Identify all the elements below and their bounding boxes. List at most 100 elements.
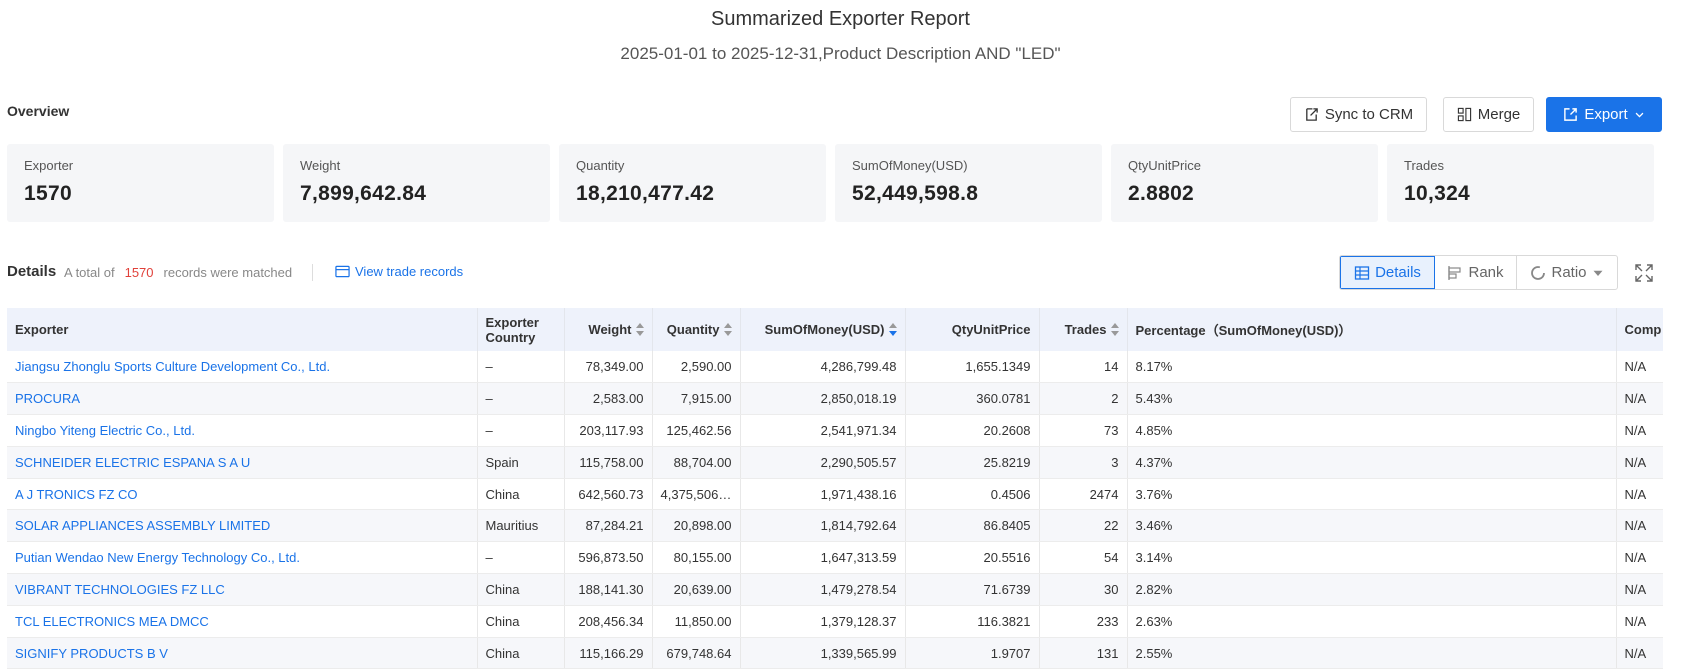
cell-country: China [477,573,565,606]
cell-country: China [477,478,565,511]
cell-country: China [477,637,565,670]
cell-weight: 596,873.50 [564,541,653,575]
sort-icon[interactable] [723,323,732,337]
col-sumofmoney[interactable]: SumOfMoney(USD) [740,308,906,351]
cell-weight: 115,758.00 [564,446,653,479]
cell-exporter[interactable]: SCHNEIDER ELECTRIC ESPANA S A U [7,446,478,479]
cell-exporter[interactable]: SOLAR APPLIANCES ASSEMBLY LIMITED [7,509,478,543]
cell-comp: N/A [1616,573,1663,606]
view-mode-toggle: Details Rank Ratio [1339,255,1618,290]
merge-button[interactable]: Merge [1443,97,1534,132]
cell-country: – [477,382,565,416]
table-header-row: Exporter Exporter Country Weight Quantit… [7,308,1663,351]
cell-percentage: 3.76% [1127,478,1617,511]
card-sumofmoney: SumOfMoney(USD) 52,449,598.8 [835,144,1102,222]
col-quantity[interactable]: Quantity [652,308,741,351]
tab-details-label: Details [1375,264,1421,281]
col-weight[interactable]: Weight [564,308,653,351]
cell-qtyunitprice: 20.2608 [905,414,1040,447]
cell-exporter[interactable]: Putian Wendao New Energy Technology Co.,… [7,541,478,575]
cell-qtyunitprice: 1,655.1349 [905,351,1040,384]
col-weight-label: Weight [588,321,632,337]
cell-exporter[interactable]: Jiangsu Zhonglu Sports Culture Developme… [7,351,478,384]
cell-trades: 73 [1039,414,1128,447]
cell-country: Spain [477,446,565,479]
cell-sumofmoney: 1,379,128.37 [740,605,906,638]
cell-percentage: 2.63% [1127,605,1617,638]
sort-desc-icon[interactable] [888,323,897,337]
card-quantity: Quantity 18,210,477.42 [559,144,826,222]
table-row[interactable]: VIBRANT TECHNOLOGIES FZ LLC China 188,141.… [7,573,1663,606]
cell-exporter[interactable]: A J TRONICS FZ CO [7,478,478,511]
table-row[interactable]: Jiangsu Zhonglu Sports Culture Developme… [7,351,1663,384]
tab-details[interactable]: Details [1340,256,1435,289]
table-row[interactable]: Putian Wendao New Energy Technology Co.,… [7,541,1663,575]
card-value: 10,324 [1404,182,1471,205]
cell-qtyunitprice: 116.3821 [905,605,1040,638]
col-exporter[interactable]: Exporter [7,308,478,351]
ratio-icon [1531,265,1546,280]
cell-trades: 2474 [1039,478,1128,511]
card-exporter: Exporter 1570 [7,144,274,222]
cell-country: Mauritius [477,509,565,543]
col-percentage[interactable]: Percentage（SumOfMoney(USD)） [1127,308,1617,351]
card-icon [335,265,350,278]
table-row[interactable]: A J TRONICS FZ CO China 642,560.73 4,375,50… [7,478,1663,511]
export-button[interactable]: Export [1546,97,1662,132]
cell-sumofmoney: 1,971,438.16 [740,478,906,511]
sort-icon[interactable] [1110,323,1119,337]
cell-quantity: 7,915.00 [652,382,741,416]
cell-sumofmoney: 1,339,565.99 [740,637,906,670]
col-comp[interactable]: Comp [1616,308,1663,351]
col-exporter-country[interactable]: Exporter Country [477,308,565,351]
col-qtyunitprice[interactable]: QtyUnitPrice [905,308,1040,351]
cell-percentage: 5.43% [1127,382,1617,416]
cell-percentage: 3.14% [1127,541,1617,575]
info-prefix: A total of [64,265,115,280]
card-value: 18,210,477.42 [576,182,715,205]
table-row[interactable]: SOLAR APPLIANCES ASSEMBLY LIMITED Mauriti… [7,509,1663,543]
cell-trades: 54 [1039,541,1128,575]
table-row[interactable]: PROCURA –2,583.00 7,915.00 2,850,018.19 360.… [7,382,1663,416]
sync-to-crm-label: Sync to CRM [1324,106,1414,123]
view-trade-records-link[interactable]: View trade records [335,264,463,279]
cell-comp: N/A [1616,351,1663,384]
fullscreen-icon[interactable] [1635,264,1653,282]
export-icon [1564,108,1578,121]
info-suffix: records were matched [163,265,293,280]
table-row[interactable]: TCL ELECTRONICS MEA DMCC China 208,456.34 1… [7,605,1663,638]
table-row[interactable]: SCHNEIDER ELECTRIC ESPANA S A U Spain 115,… [7,446,1663,479]
cell-quantity: 125,462.56 [652,414,741,447]
cell-weight: 87,284.21 [564,509,653,543]
cell-exporter[interactable]: Ningbo Yiteng Electric Co., Ltd. [7,414,478,447]
cell-percentage: 2.55% [1127,637,1617,670]
cell-qtyunitprice: 360.0781 [905,382,1040,416]
cell-percentage: 3.46% [1127,509,1617,543]
cell-weight: 642,560.73 [564,478,653,511]
chevron-down-icon [1635,112,1644,118]
details-heading: Details [7,263,57,280]
col-trades[interactable]: Trades [1039,308,1128,351]
cell-sumofmoney: 2,290,505.57 [740,446,906,479]
table-row[interactable]: SIGNIFY PRODUCTS B V China 115,166.29 679,7… [7,637,1663,670]
cell-comp: N/A [1616,446,1663,479]
cell-exporter[interactable]: TCL ELECTRONICS MEA DMCC [7,605,478,638]
table-row[interactable]: Ningbo Yiteng Electric Co., Ltd. –203,117… [7,414,1663,447]
cell-country: – [477,414,565,447]
cell-sumofmoney: 1,479,278.54 [740,573,906,606]
sort-icon[interactable] [635,323,644,337]
col-country-label: Exporter Country [485,314,539,345]
cell-country: China [477,605,565,638]
export-label: Export [1584,106,1628,123]
cell-exporter[interactable]: PROCURA [7,382,478,416]
sync-to-crm-button[interactable]: Sync to CRM [1290,97,1427,132]
cell-exporter[interactable]: SIGNIFY PRODUCTS B V [7,637,478,670]
cell-qtyunitprice: 20.5516 [905,541,1040,575]
sync-icon [1305,108,1318,121]
card-label: Weight [300,158,341,173]
cell-exporter[interactable]: VIBRANT TECHNOLOGIES FZ LLC [7,573,478,606]
cell-sumofmoney: 2,541,971.34 [740,414,906,447]
card-value: 52,449,598.8 [852,182,979,205]
tab-rank[interactable]: Rank [1435,256,1517,289]
tab-ratio[interactable]: Ratio [1517,256,1617,289]
